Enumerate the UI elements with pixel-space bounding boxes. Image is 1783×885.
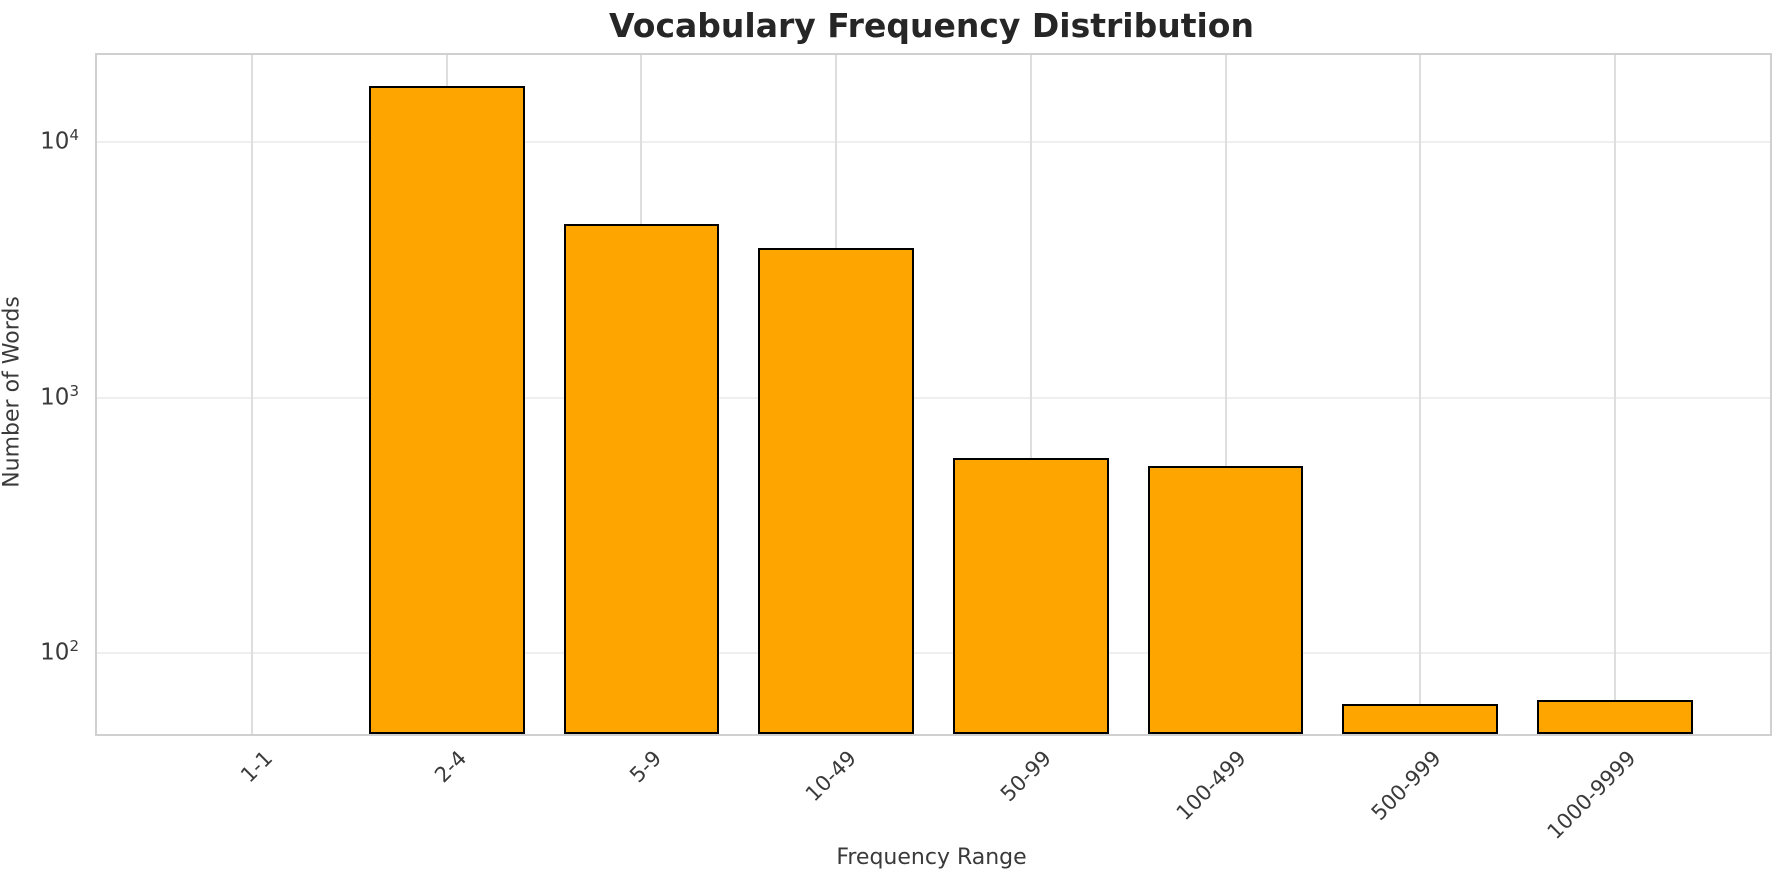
y-tick-label: 102 [40,636,79,666]
bar-2-4 [368,85,525,734]
x-tick-label-1-1: 1-1 [235,746,277,788]
x-tick-label-5-9: 5-9 [625,746,667,788]
gridline-x-1000-9999 [1614,55,1616,734]
gridline-y-10000 [97,141,1770,144]
x-tick-label-10-49: 10-49 [800,746,862,807]
bar-10-49 [758,248,915,734]
x-tick-label-100-499: 100-499 [1171,746,1251,826]
bar-500-999 [1342,703,1499,734]
gridline-y-1000 [97,396,1770,399]
y-tick-label: 104 [40,126,79,155]
x-tick-label-2-4: 2-4 [430,746,472,788]
y-tick-label: 103 [40,381,79,410]
gridline-x-500-999 [1419,55,1422,734]
x-tick-label-500-999: 500-999 [1366,746,1446,826]
x-tick-label-50-99: 50-99 [995,746,1056,807]
gridline-x-50-99 [1029,55,1032,734]
bar-5-9 [563,223,720,734]
gridline-y-100 [97,651,1770,654]
chart-title: Vocabulary Frequency Distribution [609,6,1254,45]
x-tick-label-1000-9999: 1000-9999 [1542,746,1640,844]
gridline-x-1-1 [251,55,253,734]
y-axis-label: Number of Words [0,296,25,488]
bar-1000-9999 [1537,700,1693,734]
x-axis-label: Frequency Range [836,845,1027,870]
plot-area [95,53,1772,736]
bar-100-499 [1147,465,1304,734]
bar-50-99 [952,457,1109,734]
gridline-x-100-499 [1224,55,1227,734]
